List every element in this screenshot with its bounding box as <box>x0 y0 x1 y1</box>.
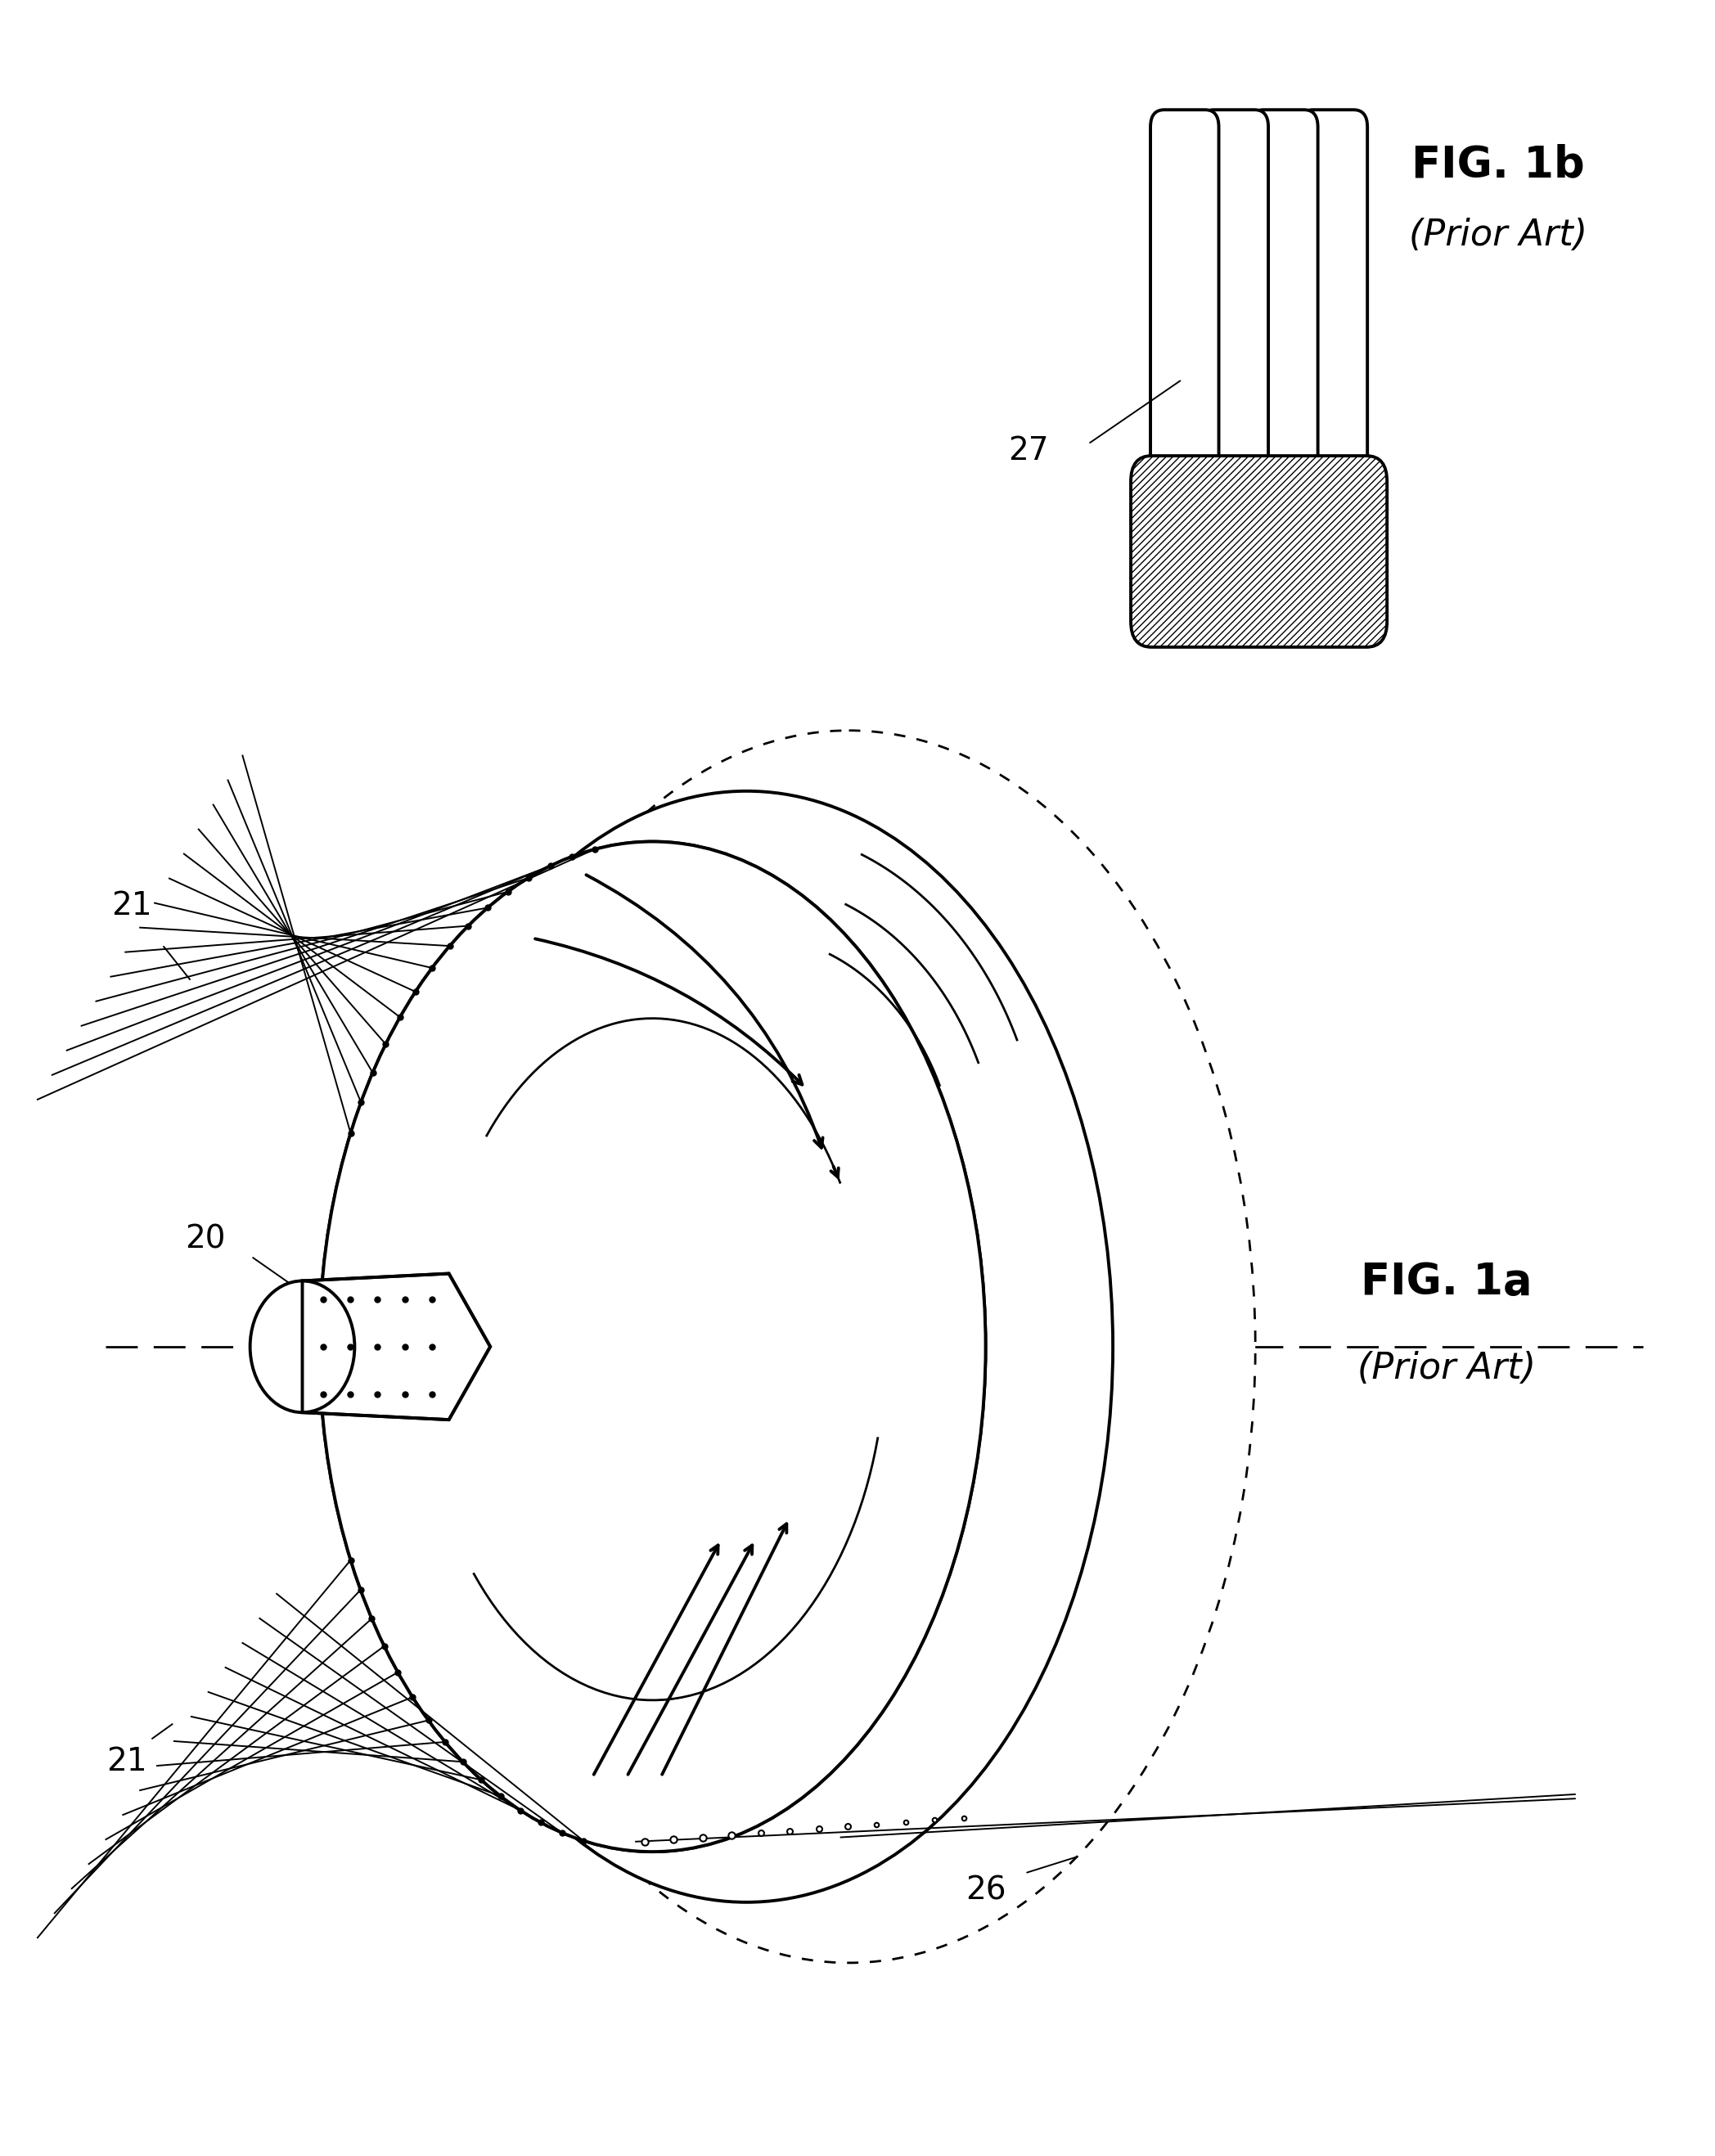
FancyBboxPatch shape <box>1151 110 1219 520</box>
Text: 21: 21 <box>106 1746 147 1777</box>
FancyBboxPatch shape <box>1250 110 1317 520</box>
FancyBboxPatch shape <box>1130 455 1387 647</box>
Text: 25: 25 <box>590 875 629 906</box>
Text: 26: 26 <box>966 1876 1007 1906</box>
Text: 27: 27 <box>1008 436 1048 466</box>
Text: FIG. 1b: FIG. 1b <box>1411 142 1585 185</box>
Circle shape <box>250 1281 355 1412</box>
Text: (Prior Art): (Prior Art) <box>1358 1350 1537 1386</box>
Text: (Prior Art): (Prior Art) <box>1408 218 1588 252</box>
Text: 20: 20 <box>185 1225 225 1255</box>
Ellipse shape <box>319 841 986 1852</box>
Text: 24: 24 <box>521 1789 563 1820</box>
Text: FIG. 1a: FIG. 1a <box>1362 1261 1533 1304</box>
Text: 23: 23 <box>590 1395 629 1427</box>
FancyBboxPatch shape <box>1200 110 1269 520</box>
Text: 21: 21 <box>111 890 153 921</box>
Polygon shape <box>302 1274 490 1419</box>
Ellipse shape <box>319 841 986 1852</box>
FancyBboxPatch shape <box>1298 110 1367 520</box>
Text: 22: 22 <box>504 1106 545 1136</box>
Ellipse shape <box>442 731 1255 1962</box>
Ellipse shape <box>381 791 1113 1902</box>
